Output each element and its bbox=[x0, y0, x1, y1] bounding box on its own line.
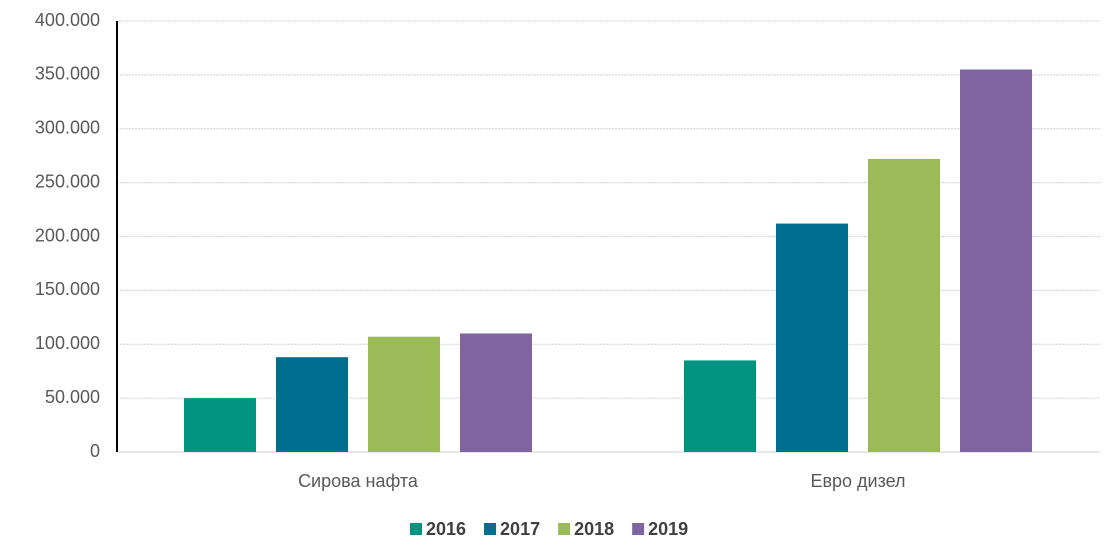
bar bbox=[776, 223, 848, 452]
bar bbox=[184, 398, 256, 452]
legend-swatch bbox=[410, 523, 422, 535]
y-tick-label: 150.000 bbox=[35, 279, 100, 299]
bar bbox=[276, 357, 348, 452]
y-tick-label: 200.000 bbox=[35, 225, 100, 245]
y-tick-label: 100.000 bbox=[35, 333, 100, 353]
bar bbox=[460, 333, 532, 452]
legend-label: 2019 bbox=[648, 519, 688, 539]
bar bbox=[684, 360, 756, 452]
legend-label: 2017 bbox=[500, 519, 540, 539]
y-tick-label: 300.000 bbox=[35, 118, 100, 138]
legend-swatch bbox=[558, 523, 571, 535]
legend-label: 2018 bbox=[574, 519, 614, 539]
bar bbox=[368, 336, 440, 452]
x-tick-label: Евро дизел bbox=[810, 471, 905, 491]
legend-swatch bbox=[484, 523, 497, 535]
legend-label: 2016 bbox=[426, 519, 466, 539]
x-tick-label: Сирова нафта bbox=[298, 471, 419, 491]
y-tick-label: 50.000 bbox=[45, 387, 100, 407]
legend-swatch bbox=[632, 523, 645, 535]
bar bbox=[868, 158, 940, 453]
y-tick-label: 400.000 bbox=[35, 10, 100, 30]
y-tick-label: 0 bbox=[90, 441, 100, 461]
y-tick-label: 350.000 bbox=[35, 64, 100, 84]
y-tick-label: 250.000 bbox=[35, 171, 100, 191]
bar bbox=[960, 69, 1032, 453]
